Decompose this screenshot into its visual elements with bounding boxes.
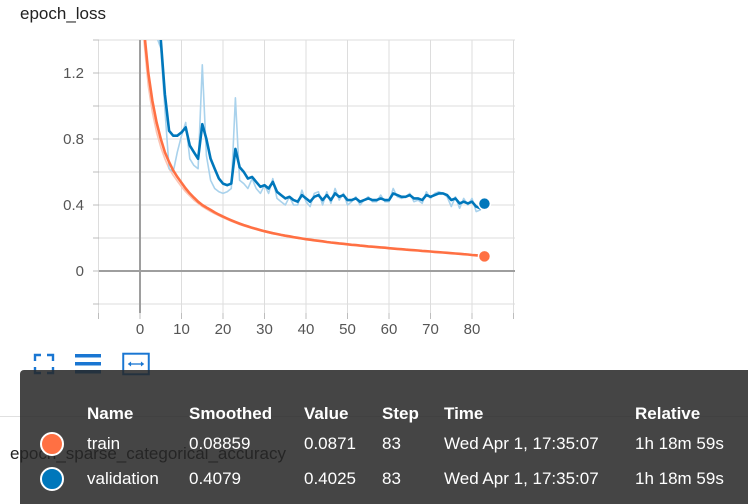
chart-series — [143, 40, 486, 258]
row-step: 83 — [382, 469, 401, 488]
x-tick-label: 40 — [298, 321, 315, 338]
header-time: Time — [444, 404, 484, 423]
row-relative: 1h 18m 59s — [635, 469, 724, 488]
row-step: 83 — [382, 434, 401, 453]
x-tick-label: 10 — [173, 321, 190, 338]
y-tick-label: 0.4 — [63, 197, 84, 214]
header-step: Step — [382, 404, 419, 423]
validation-smoothed-line — [159, 40, 486, 210]
row-smoothed: 0.4079 — [189, 469, 241, 488]
fullscreen-icon — [33, 353, 55, 375]
train-end-marker — [477, 249, 492, 264]
chart-axes — [93, 39, 515, 319]
header-value: Value — [304, 404, 349, 423]
chart-markers — [477, 196, 492, 264]
validation-color-swatch — [40, 467, 64, 491]
x-tick-label: 60 — [381, 321, 398, 338]
validation-end-marker — [477, 196, 492, 211]
y-tick-label: 0 — [76, 263, 84, 280]
chart-toolbar — [30, 350, 170, 378]
row-relative: 1h 18m 59s — [635, 434, 724, 453]
epoch-loss-chart[interactable]: 0 10 20 30 40 50 60 70 80 0 0.4 0.8 1.2 — [0, 0, 748, 345]
chart-tick-labels: 0 10 20 30 40 50 60 70 80 0 0.4 0.8 1.2 — [63, 65, 480, 338]
row-value: 0.0871 — [304, 434, 356, 453]
header-relative: Relative — [635, 404, 701, 423]
chart-grid — [98, 39, 515, 313]
x-tick-label: 20 — [215, 321, 232, 338]
x-tick-label: 0 — [136, 321, 144, 338]
header-name: Name — [87, 404, 134, 423]
row-name: train — [87, 434, 121, 453]
fullscreen-button[interactable] — [30, 350, 58, 378]
row-time: Wed Apr 1, 17:35:07 — [444, 434, 599, 453]
train-color-swatch — [40, 432, 64, 456]
x-tick-label: 50 — [339, 321, 356, 338]
row-smoothed: 0.08859 — [189, 434, 251, 453]
x-tick-label: 80 — [464, 321, 481, 338]
train-raw-line — [143, 40, 485, 258]
row-name: validation — [87, 469, 159, 488]
row-time: Wed Apr 1, 17:35:07 — [444, 469, 599, 488]
chart-tooltip: Name Smoothed Value Step Time Relative t… — [20, 370, 748, 504]
chart-title: epoch_loss — [20, 4, 107, 23]
row-value: 0.4025 — [304, 469, 356, 488]
train-smoothed-line — [143, 40, 485, 258]
header-smoothed: Smoothed — [189, 404, 273, 423]
tooltip-row-train: train 0.08859 0.0871 83 Wed Apr 1, 17:35… — [20, 432, 748, 456]
tooltip-header-row: Name Smoothed Value Step Time Relative — [20, 402, 748, 426]
tooltip-row-validation: validation 0.4079 0.4025 83 Wed Apr 1, 1… — [20, 467, 748, 491]
y-tick-label: 0.8 — [63, 131, 84, 148]
y-tick-label: 1.2 — [63, 65, 84, 82]
x-tick-label: 70 — [422, 321, 439, 338]
x-tick-label: 30 — [256, 321, 273, 338]
